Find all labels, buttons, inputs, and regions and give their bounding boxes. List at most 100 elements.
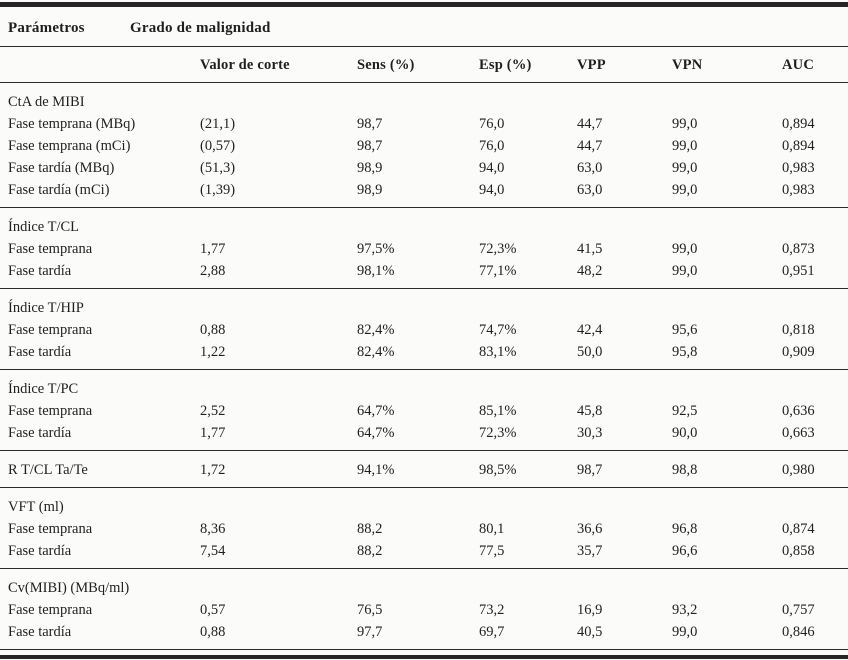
cell-value bbox=[672, 83, 782, 114]
cell-value: 1,77 bbox=[200, 241, 226, 257]
cell-value: 48,2 bbox=[577, 263, 603, 279]
cell-value: 92,5 bbox=[672, 403, 698, 419]
cell-value: 0,818 bbox=[782, 322, 815, 338]
cell-value: 30,3 bbox=[577, 425, 603, 441]
table-header: Valor de corte Sens (%) Esp (%) VPP VPN … bbox=[0, 47, 848, 83]
row-label: Fase tardía (mCi) bbox=[8, 182, 110, 198]
cell-value: 0,757 bbox=[782, 602, 815, 618]
table-row: Fase tardía 0,88 97,7 69,7 40,5 99,0 0,846 bbox=[0, 621, 848, 650]
cell-value: 95,6 bbox=[672, 322, 698, 338]
cell-value bbox=[200, 288, 357, 319]
cell-value: 64,7% bbox=[357, 403, 395, 419]
cell-value: 83,1% bbox=[479, 344, 517, 360]
cell-value: 2,52 bbox=[200, 403, 226, 419]
cell-value: 0,951 bbox=[782, 263, 815, 279]
cell-value bbox=[200, 83, 357, 114]
row-label: R T/CL Ta/Te bbox=[0, 450, 200, 488]
cell-value bbox=[479, 487, 577, 518]
cell-value: 82,4% bbox=[357, 344, 395, 360]
cell-value: 0,983 bbox=[782, 182, 815, 198]
cell-value: 97,5% bbox=[357, 241, 395, 257]
cell-value bbox=[479, 83, 577, 114]
table-top-rule bbox=[0, 2, 848, 7]
cell-value: 76,0 bbox=[479, 116, 505, 132]
section-header-row: Índice T/HIP bbox=[0, 288, 848, 319]
cell-value: 98,9 bbox=[357, 182, 383, 198]
cell-value: 95,8 bbox=[672, 344, 698, 360]
table-row: Fase tardía (MBq) (51,3) 98,9 94,0 63,0 99,0 0… bbox=[0, 157, 848, 179]
cell-value bbox=[577, 83, 672, 114]
cell-value bbox=[672, 207, 782, 238]
results-table: Valor de corte Sens (%) Esp (%) VPP VPN … bbox=[0, 47, 848, 650]
cell-value bbox=[672, 288, 782, 319]
cell-value: 98,8 bbox=[672, 450, 782, 488]
cell-value: 73,2 bbox=[479, 602, 505, 618]
section-header-label: CtA de MIBI bbox=[8, 94, 85, 110]
table-row: Fase temprana (MBq) (21,1) 98,7 76,0 44,7 99,… bbox=[0, 113, 848, 135]
row-label: Fase tardía bbox=[8, 624, 72, 640]
section-header-label: Índice T/PC bbox=[0, 369, 200, 400]
cell-value: 0,894 bbox=[782, 116, 815, 132]
table-row: Fase temprana 2,52 64,7% 85,1% 45,8 92,5 0,636 bbox=[0, 400, 848, 422]
cell-value bbox=[577, 369, 672, 400]
cell-value bbox=[357, 487, 479, 518]
cell-value: 0,663 bbox=[782, 425, 815, 441]
table-row: Fase temprana 1,77 97,5% 72,3% 41,5 99,0 0,873 bbox=[0, 238, 848, 260]
table-row: Fase tardía (mCi) (1,39) 98,9 94,0 63,0 99,0 0… bbox=[0, 179, 848, 208]
cell-value: 98,7 bbox=[577, 450, 672, 488]
cell-value bbox=[577, 487, 672, 518]
cell-value: 76,5 bbox=[357, 602, 383, 618]
cell-value: 63,0 bbox=[577, 182, 603, 198]
section-header-label: Índice T/CL bbox=[0, 207, 200, 238]
cell-value bbox=[200, 568, 357, 599]
table-row: Fase temprana (mCi) (0,57) 98,7 76,0 44,7 99,… bbox=[0, 135, 848, 157]
row-label: Fase tardía bbox=[8, 344, 72, 360]
col-header-esp: Esp (%) bbox=[479, 47, 577, 83]
cell-value: 0,980 bbox=[782, 450, 848, 488]
cell-value: 0,873 bbox=[782, 241, 815, 257]
caption-grado-malignidad: Grado de malignidad bbox=[130, 20, 271, 36]
cell-value: 99,0 bbox=[672, 116, 698, 132]
section-header-label: Índice T/HIP bbox=[0, 288, 200, 319]
cell-value: 99,0 bbox=[672, 160, 698, 176]
table-row: Fase tardía 2,88 98,1% 77,1% 48,2 99,0 0,951 bbox=[0, 260, 848, 289]
cell-value: 0,846 bbox=[782, 624, 815, 640]
cell-value: 42,4 bbox=[577, 322, 603, 338]
cell-value bbox=[672, 487, 782, 518]
row-label: Fase tardía bbox=[8, 543, 72, 559]
table-row: R T/CL Ta/Te 1,72 94,1% 98,5% 98,7 98,8 0,980 bbox=[0, 450, 848, 488]
row-label: Fase tardía bbox=[8, 263, 72, 279]
row-label: Fase temprana bbox=[8, 241, 93, 257]
section-header-label: VFT (ml) bbox=[0, 487, 200, 518]
cell-value bbox=[479, 369, 577, 400]
cell-value: 88,2 bbox=[357, 521, 383, 537]
cell-value: 96,8 bbox=[672, 521, 698, 537]
cell-value: 98,5% bbox=[479, 450, 577, 488]
caption-parametros: Parámetros bbox=[8, 20, 85, 36]
cell-value: 72,3% bbox=[479, 241, 517, 257]
cell-value: 0,894 bbox=[782, 138, 815, 154]
cell-value: 2,88 bbox=[200, 263, 226, 279]
cell-value: 98,7 bbox=[357, 138, 383, 154]
cell-value bbox=[782, 487, 848, 518]
cell-value bbox=[577, 568, 672, 599]
table-row: Fase tardía 1,22 82,4% 83,1% 50,0 95,8 0,909 bbox=[0, 341, 848, 370]
cell-value: 76,0 bbox=[479, 138, 505, 154]
cell-value bbox=[357, 568, 479, 599]
cell-value: (0,57) bbox=[200, 138, 236, 154]
row-label: Fase tardía bbox=[8, 425, 72, 441]
cell-value: 8,36 bbox=[200, 521, 226, 537]
cell-value bbox=[200, 369, 357, 400]
cell-value: 40,5 bbox=[577, 624, 603, 640]
cell-value: 63,0 bbox=[577, 160, 603, 176]
col-header-auc: AUC bbox=[782, 47, 848, 83]
cell-value: 35,7 bbox=[577, 543, 603, 559]
section-header-row: CtA de MIBI bbox=[0, 83, 848, 114]
cell-value bbox=[200, 207, 357, 238]
cell-value bbox=[672, 369, 782, 400]
cell-value: 0,88 bbox=[200, 624, 226, 640]
section-header-row: Índice T/CL bbox=[0, 207, 848, 238]
cell-value: 97,7 bbox=[357, 624, 383, 640]
cell-value: (21,1) bbox=[200, 116, 236, 132]
